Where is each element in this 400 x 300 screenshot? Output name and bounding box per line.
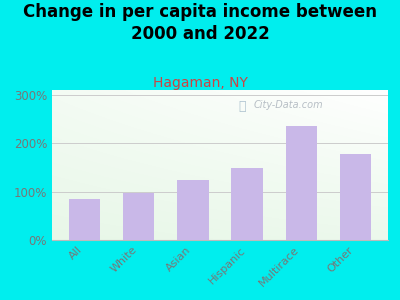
Bar xyxy=(177,179,209,240)
Bar xyxy=(340,154,371,240)
Bar xyxy=(123,193,154,240)
Bar xyxy=(286,126,317,240)
Text: Hagaman, NY: Hagaman, NY xyxy=(152,76,248,91)
Bar xyxy=(69,199,100,240)
Text: ⦾: ⦾ xyxy=(238,100,246,113)
Text: City-Data.com: City-Data.com xyxy=(254,100,323,110)
Bar xyxy=(231,168,263,240)
Text: Change in per capita income between
2000 and 2022: Change in per capita income between 2000… xyxy=(23,3,377,43)
